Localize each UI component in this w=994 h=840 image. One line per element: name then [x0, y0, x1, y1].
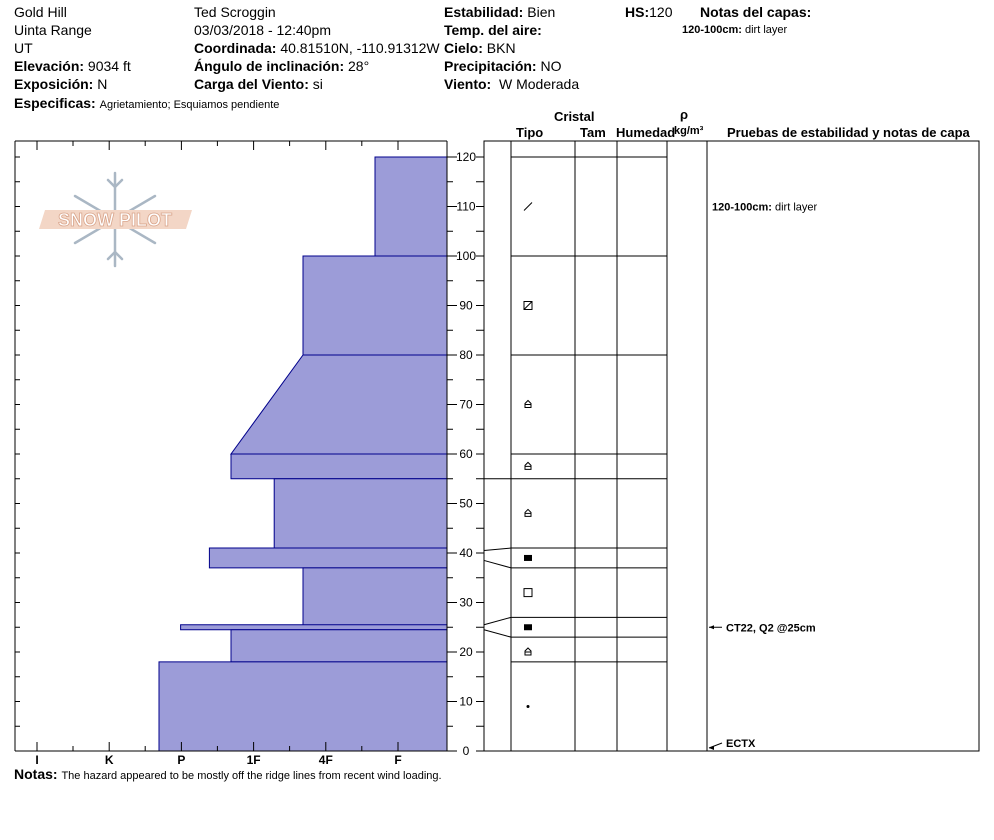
- crystal-header: Cristal: [554, 109, 595, 124]
- state: UT: [14, 40, 33, 56]
- hardness-layer: [180, 624, 448, 631]
- test-label: ECTX: [726, 738, 756, 750]
- notes-row: Notas: The hazard appeared to be mostly …: [14, 766, 442, 782]
- grain-depth-hoar-symbol: [524, 647, 532, 656]
- y-tick-label: 10: [459, 695, 473, 709]
- y-tick-label: 0: [463, 744, 470, 758]
- grain-facet-symbol: [523, 588, 533, 598]
- moisture-header: Humedad: [616, 125, 676, 140]
- x-tick-label: I: [35, 753, 38, 767]
- logo-text: SNOW PILOT: [58, 210, 172, 230]
- x-tick-label: F: [394, 753, 401, 767]
- y-tick-label: 110: [456, 200, 475, 214]
- boundary-connector: [483, 559, 512, 569]
- y-tick-label: 120: [456, 150, 476, 164]
- location-name: Gold Hill: [14, 4, 67, 20]
- coordinates-row: Coordinada: 40.81510N, -110.91312W: [194, 40, 440, 56]
- datetime: 03/03/2018 - 12:40pm: [194, 22, 331, 38]
- x-tick-label: 4F: [319, 753, 333, 767]
- test-arrow-head: [709, 746, 714, 750]
- wind-row: Viento: W Moderada: [444, 76, 580, 92]
- y-tick-label: 50: [459, 497, 473, 511]
- table-frame: [483, 140, 980, 752]
- y-tick-label: 70: [459, 398, 473, 412]
- layer-notes-title: Notas del capas:: [700, 4, 812, 20]
- stability-row: Estabilidad: Bien: [444, 4, 556, 20]
- aspect-row: Exposición: N: [14, 76, 108, 92]
- x-tick-label: K: [105, 753, 114, 767]
- hardness-layer: [208, 547, 448, 569]
- observer: Ted Scroggin: [194, 4, 276, 20]
- grain-depth-hoar-symbol: [524, 399, 532, 408]
- specifics-row: Especificas: Agrietamiento; Esquiamos pe…: [14, 95, 280, 111]
- grain-ice-symbol: [524, 624, 532, 631]
- precip-row: Precipitación: NO: [444, 58, 562, 74]
- wind-load-row: Carga del Viento: si: [194, 76, 323, 92]
- test-label: CT22, Q2 @25cm: [726, 622, 816, 634]
- grain-box-x-symbol: [523, 301, 533, 310]
- grain-depth-hoar-symbol: [524, 461, 532, 470]
- hardness-layer: [158, 661, 448, 752]
- slope-row: Ángulo de inclinación: 28°: [194, 58, 370, 74]
- hardness-layer: [273, 478, 448, 549]
- layer-note-inline: 120-100cm: dirt layer: [712, 202, 818, 214]
- snowpilot-logo: SNOW PILOT: [39, 171, 192, 268]
- hs-row: HS:120: [625, 4, 673, 20]
- x-tick-label: 1F: [247, 753, 261, 767]
- sky-row: Cielo: BKN: [444, 40, 516, 56]
- y-tick-label: 30: [459, 596, 473, 610]
- rho-header: ρ: [680, 107, 689, 122]
- hardness-layer: [230, 629, 448, 663]
- hardness-layer: [230, 354, 448, 455]
- y-tick-label: 90: [459, 299, 473, 313]
- density-unit-header: kg/m³: [674, 125, 704, 137]
- hardness-layer: [302, 255, 448, 356]
- size-header: Tam: [580, 125, 606, 140]
- test-arrow-head: [709, 625, 714, 630]
- hardness-layer: [302, 567, 448, 628]
- boundary-connector: [483, 616, 512, 626]
- type-header: Tipo: [516, 125, 544, 140]
- mountain-range: Uinta Range: [14, 22, 92, 38]
- boundary-connector: [483, 547, 512, 552]
- y-tick-label: 100: [456, 249, 476, 263]
- x-tick-label: P: [177, 753, 185, 767]
- tests-header: Pruebas de estabilidad y notas de capa: [727, 125, 970, 140]
- grain-depth-hoar-symbol: [524, 508, 532, 517]
- layer-note-header: 120-100cm: dirt layer: [682, 24, 788, 36]
- grain-dot-symbol: [526, 704, 530, 708]
- y-tick-label: 80: [459, 348, 473, 362]
- grain-ice-symbol: [524, 554, 532, 561]
- y-tick-label: 60: [459, 447, 473, 461]
- grain-slash-symbol: [523, 202, 533, 211]
- hardness-layer: [230, 453, 448, 480]
- y-tick-label: 40: [459, 546, 473, 560]
- hardness-layer: [374, 156, 448, 257]
- elevation-row: Elevación: 9034 ft: [14, 58, 131, 74]
- air-temp-row: Temp. del aire:: [444, 22, 542, 38]
- boundary-connector: [483, 629, 512, 638]
- y-tick-label: 20: [459, 645, 473, 659]
